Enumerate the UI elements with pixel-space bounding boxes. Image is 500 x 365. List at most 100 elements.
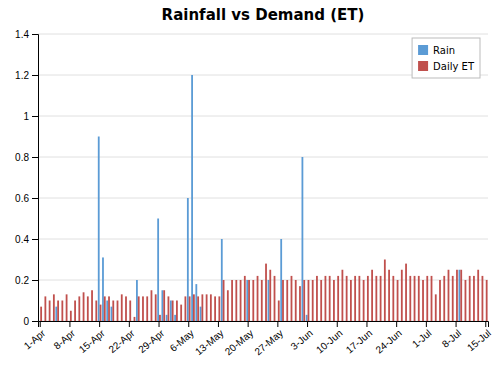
bar — [44, 296, 46, 321]
bar — [291, 276, 293, 321]
bar — [397, 280, 399, 321]
bar — [187, 198, 189, 321]
bar — [486, 280, 488, 321]
bar — [467, 321, 469, 322]
bar — [168, 296, 170, 321]
bar — [308, 280, 310, 321]
tick-label: 15-Apr — [77, 327, 108, 355]
tick: 17-Jun — [344, 321, 374, 355]
bar — [333, 280, 335, 321]
bar — [68, 321, 70, 322]
bar — [408, 321, 410, 322]
tick: 24-Jun — [373, 321, 403, 355]
legend-swatch — [418, 45, 428, 55]
bar — [100, 305, 102, 321]
tick: 0.8 — [15, 152, 38, 163]
bar — [293, 321, 295, 322]
bar — [251, 321, 253, 322]
bar — [108, 296, 110, 321]
bar — [178, 321, 180, 322]
tick-label: 29-Apr — [136, 327, 167, 355]
bar — [49, 301, 51, 322]
grid-line — [38, 157, 488, 158]
bar — [388, 270, 390, 321]
bar — [104, 296, 106, 321]
tick-label: 27-May — [252, 327, 285, 357]
tick-label: 13-May — [193, 327, 226, 357]
legend-box — [412, 38, 480, 78]
bar — [140, 321, 142, 322]
bar — [265, 264, 267, 321]
bar — [183, 321, 185, 322]
tick-mark — [32, 321, 38, 322]
bar — [252, 280, 254, 321]
bar — [268, 280, 270, 321]
bar — [405, 264, 407, 321]
tick-mark — [366, 321, 367, 327]
tick-label: 1-Jul — [410, 327, 434, 349]
bar — [61, 301, 63, 322]
bar — [180, 305, 182, 321]
bar — [374, 321, 376, 322]
bar — [91, 290, 93, 321]
bar — [442, 321, 444, 322]
bar — [94, 321, 96, 322]
tick-label: 20-May — [223, 327, 256, 357]
bar — [134, 317, 136, 321]
tick-mark — [218, 321, 219, 327]
bar — [246, 280, 248, 321]
chart: 00.20.40.60.811.21.41-Apr8-Apr15-Apr22-A… — [0, 0, 500, 365]
y-axis: 00.20.40.60.811.21.4 — [15, 29, 38, 327]
tick-label: 0.8 — [15, 152, 29, 163]
tick-label: 8-Apr — [51, 327, 77, 352]
bar — [282, 280, 284, 321]
bar — [235, 280, 237, 321]
bar — [340, 321, 342, 322]
bar — [477, 270, 479, 321]
tick-label: 1-Apr — [22, 327, 48, 352]
bar — [395, 321, 397, 322]
grid-line — [38, 239, 488, 240]
bar — [437, 321, 439, 322]
tick-label: 3-Jun — [289, 327, 315, 352]
bar — [276, 321, 278, 322]
bar — [384, 260, 386, 322]
bar — [89, 321, 91, 322]
tick-label: 0 — [23, 316, 29, 327]
bar — [210, 294, 212, 321]
bar — [200, 307, 202, 321]
bar — [95, 301, 97, 322]
bar — [459, 270, 461, 321]
bar — [310, 321, 312, 322]
tick: 1-Apr — [22, 321, 48, 352]
bar — [439, 280, 441, 321]
bar — [208, 321, 210, 322]
bar — [378, 321, 380, 322]
bar — [174, 315, 176, 321]
tick-mark — [248, 321, 249, 327]
bar — [454, 321, 456, 322]
bar — [146, 296, 148, 321]
bar — [159, 315, 161, 321]
bar — [263, 321, 265, 322]
bar — [480, 321, 482, 322]
plot-area — [40, 75, 487, 321]
tick-mark — [337, 321, 338, 327]
bar — [201, 294, 203, 321]
tick: 1-Jul — [410, 321, 434, 350]
bar — [157, 219, 159, 322]
tick: 3-Jun — [289, 321, 315, 352]
bar — [450, 321, 452, 322]
tick-label: 17-Jun — [344, 327, 374, 355]
bar — [125, 296, 127, 321]
bar — [344, 321, 346, 322]
bar — [422, 280, 424, 321]
bar — [325, 276, 327, 321]
x-axis: 1-Apr8-Apr15-Apr22-Apr29-Apr6-May13-May2… — [22, 321, 493, 357]
tick-label: 8-Jul — [440, 327, 464, 349]
tick-mark — [40, 321, 41, 327]
tick: 22-Apr — [106, 321, 137, 355]
bar — [456, 270, 458, 321]
bar — [214, 296, 216, 321]
tick: 8-Apr — [51, 321, 77, 352]
